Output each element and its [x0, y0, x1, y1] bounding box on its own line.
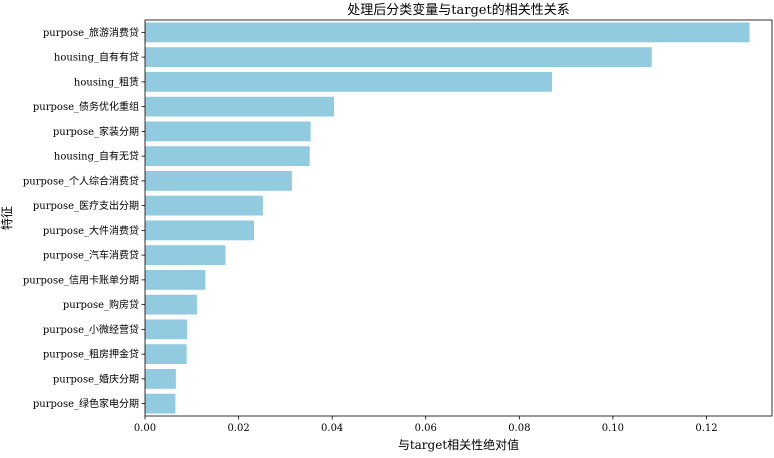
category-label: housing_自有无贷 — [54, 150, 139, 163]
plot-frame — [144, 19, 773, 417]
category-labels-group: purpose_旅游消费贷 housing_自有有贷 housing_租赁purpo… — [23, 26, 145, 410]
y-axis-title: 特征 — [0, 206, 14, 230]
x-tick-label: 0.12 — [695, 423, 717, 434]
x-tick-label: 0.04 — [321, 423, 343, 434]
category-label: purpose_个人综合消费贷 — [23, 174, 139, 187]
bar — [145, 71, 553, 92]
bar — [145, 319, 188, 340]
bar — [145, 146, 310, 167]
category-label: purpose_婚庆分期 — [53, 372, 139, 385]
x-ticks-group: 0.00 0.02 0.04 0.06 0.08 0.10 0.12 — [134, 416, 718, 434]
x-tick-label: 0.02 — [227, 423, 249, 434]
category-label: purpose_购房贷 — [63, 298, 139, 311]
bar — [145, 22, 750, 43]
category-label: purpose_租房押金贷 — [43, 348, 139, 361]
bar — [145, 393, 176, 414]
x-tick-label: 0.08 — [508, 423, 530, 434]
x-tick-label: 0.10 — [602, 423, 624, 434]
category-label: purpose_信用卡账单分期 — [23, 273, 139, 286]
bar — [145, 294, 197, 315]
category-label: purpose_汽车消费贷 — [43, 249, 139, 262]
bar — [145, 47, 652, 68]
bar — [145, 96, 335, 117]
x-axis-title: 与target相关性绝对值 — [398, 437, 519, 452]
category-label: purpose_小微经营贷 — [43, 323, 139, 336]
chart-title: 处理后分类变量与target的相关性关系 — [347, 2, 569, 18]
category-label: housing_租赁 — [74, 75, 139, 88]
category-label: purpose_债务优化重组 — [33, 100, 139, 113]
bar — [145, 195, 263, 216]
x-tick-label: 0.00 — [134, 423, 156, 434]
x-tick-label: 0.06 — [415, 423, 437, 434]
bar — [145, 368, 176, 389]
bar — [145, 121, 311, 142]
bar — [145, 220, 255, 241]
bar — [145, 170, 292, 191]
category-label: housing_自有有贷 — [54, 51, 139, 64]
category-label: purpose_旅游消费贷 — [43, 26, 139, 39]
category-label: purpose_医疗支出分期 — [33, 199, 139, 212]
category-label: purpose_绿色家电分期 — [33, 397, 139, 410]
bar — [145, 344, 187, 365]
category-label: purpose_家装分期 — [53, 125, 139, 138]
category-label: purpose_大件消费贷 — [43, 224, 139, 237]
bar — [145, 269, 206, 290]
bars-group — [145, 22, 750, 414]
bar — [145, 245, 226, 266]
